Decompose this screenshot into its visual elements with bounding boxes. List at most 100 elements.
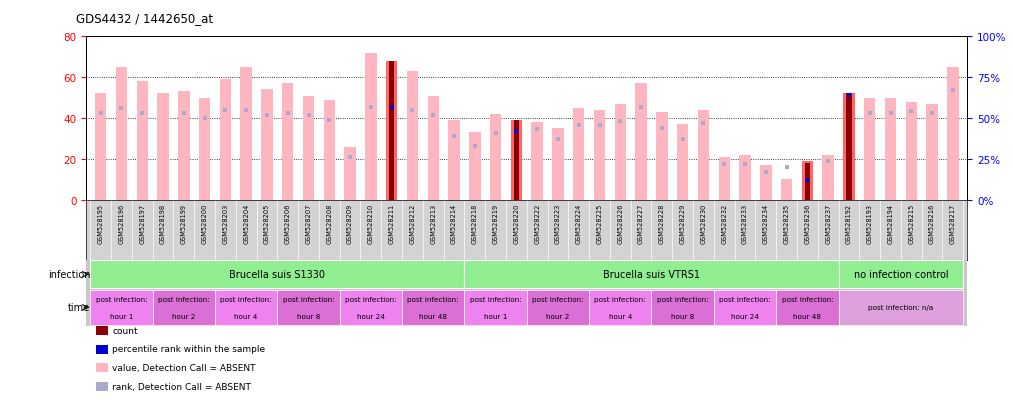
Bar bbox=[718, 157, 730, 200]
Text: GSM528217: GSM528217 bbox=[950, 203, 956, 243]
Bar bbox=[514, 121, 519, 200]
Text: GSM528218: GSM528218 bbox=[472, 203, 478, 243]
Bar bbox=[839, 261, 963, 289]
Text: post infection:: post infection: bbox=[532, 297, 583, 302]
Bar bbox=[760, 166, 772, 200]
Bar bbox=[90, 261, 464, 289]
Text: hour 48: hour 48 bbox=[793, 313, 822, 319]
Text: hour 48: hour 48 bbox=[419, 313, 447, 319]
Bar bbox=[427, 96, 439, 200]
Text: post infection:: post infection: bbox=[158, 297, 210, 302]
Text: GSM528209: GSM528209 bbox=[347, 203, 354, 243]
Text: GSM528236: GSM528236 bbox=[804, 203, 810, 243]
Text: post infection:: post infection: bbox=[719, 297, 771, 302]
Bar bbox=[323, 100, 335, 200]
Text: value, Detection Call = ABSENT: value, Detection Call = ABSENT bbox=[112, 363, 256, 372]
Bar bbox=[464, 261, 839, 289]
Bar bbox=[490, 115, 501, 200]
Text: count: count bbox=[112, 326, 138, 335]
Text: post infection:: post infection: bbox=[283, 297, 334, 302]
Text: GSM528223: GSM528223 bbox=[555, 203, 561, 243]
Bar bbox=[449, 121, 460, 200]
Text: hour 24: hour 24 bbox=[357, 313, 385, 319]
Bar bbox=[801, 161, 813, 200]
Bar bbox=[594, 111, 605, 200]
Bar bbox=[864, 98, 875, 200]
Bar bbox=[843, 94, 855, 200]
Text: GSM528213: GSM528213 bbox=[431, 203, 437, 243]
Text: GSM528196: GSM528196 bbox=[119, 203, 125, 243]
Bar bbox=[698, 111, 709, 200]
Text: post infection: n/a: post infection: n/a bbox=[868, 305, 934, 311]
Bar bbox=[804, 164, 810, 200]
Bar bbox=[527, 290, 590, 325]
Text: GSM528216: GSM528216 bbox=[929, 203, 935, 243]
Text: GSM528228: GSM528228 bbox=[658, 203, 665, 244]
Text: Brucella suis S1330: Brucella suis S1330 bbox=[229, 270, 325, 280]
Text: percentile rank within the sample: percentile rank within the sample bbox=[112, 344, 265, 354]
Text: GDS4432 / 1442650_at: GDS4432 / 1442650_at bbox=[76, 12, 213, 25]
Bar bbox=[906, 102, 917, 200]
Bar bbox=[240, 68, 252, 200]
Text: GSM528206: GSM528206 bbox=[285, 203, 291, 244]
Text: GSM528204: GSM528204 bbox=[243, 203, 249, 244]
Text: GSM528200: GSM528200 bbox=[202, 203, 208, 244]
Text: GSM528207: GSM528207 bbox=[306, 203, 312, 244]
Text: post infection:: post infection: bbox=[407, 297, 459, 302]
Bar bbox=[199, 98, 211, 200]
Bar bbox=[220, 80, 231, 200]
Text: GSM528225: GSM528225 bbox=[597, 203, 603, 244]
Bar bbox=[926, 104, 938, 200]
Text: GSM528211: GSM528211 bbox=[389, 203, 395, 243]
Text: post infection:: post infection: bbox=[595, 297, 646, 302]
Text: hour 24: hour 24 bbox=[731, 313, 759, 319]
Text: hour 8: hour 8 bbox=[671, 313, 694, 319]
Bar bbox=[714, 290, 776, 325]
Bar bbox=[590, 290, 651, 325]
Text: GSM528222: GSM528222 bbox=[534, 203, 540, 244]
Text: GSM528194: GSM528194 bbox=[887, 203, 893, 243]
Bar bbox=[386, 62, 397, 200]
Text: time: time bbox=[68, 303, 90, 313]
Bar bbox=[532, 123, 543, 200]
Bar bbox=[552, 129, 563, 200]
Text: GSM528232: GSM528232 bbox=[721, 203, 727, 243]
Bar bbox=[137, 82, 148, 200]
Bar bbox=[215, 290, 278, 325]
Text: post infection:: post infection: bbox=[782, 297, 833, 302]
Bar bbox=[153, 290, 215, 325]
Text: GSM528229: GSM528229 bbox=[680, 203, 686, 243]
Bar bbox=[282, 84, 294, 200]
Text: GSM528197: GSM528197 bbox=[139, 203, 145, 243]
Bar bbox=[511, 121, 522, 200]
Text: GSM528227: GSM528227 bbox=[638, 203, 644, 244]
Bar bbox=[839, 290, 963, 325]
Text: GSM528215: GSM528215 bbox=[909, 203, 915, 243]
Bar bbox=[178, 92, 189, 200]
Bar bbox=[261, 90, 272, 200]
Bar bbox=[739, 155, 751, 200]
Text: GSM528233: GSM528233 bbox=[742, 203, 748, 243]
Text: GSM528199: GSM528199 bbox=[180, 203, 186, 243]
Text: GSM528205: GSM528205 bbox=[264, 203, 269, 244]
Text: infection: infection bbox=[48, 270, 90, 280]
Text: GSM528195: GSM528195 bbox=[97, 203, 103, 243]
Text: hour 1: hour 1 bbox=[109, 313, 133, 319]
Bar bbox=[635, 84, 646, 200]
Text: post infection:: post infection: bbox=[95, 297, 147, 302]
Text: GSM528208: GSM528208 bbox=[326, 203, 332, 244]
Text: hour 2: hour 2 bbox=[172, 313, 196, 319]
Text: GSM528235: GSM528235 bbox=[784, 203, 789, 243]
Bar bbox=[278, 290, 339, 325]
Text: post infection:: post infection: bbox=[656, 297, 708, 302]
Text: hour 2: hour 2 bbox=[546, 313, 569, 319]
Text: GSM528192: GSM528192 bbox=[846, 203, 852, 243]
Text: GSM528214: GSM528214 bbox=[451, 203, 457, 243]
Text: post infection:: post infection: bbox=[345, 297, 397, 302]
Text: Brucella suis VTRS1: Brucella suis VTRS1 bbox=[603, 270, 700, 280]
Bar bbox=[90, 290, 153, 325]
Text: GSM528224: GSM528224 bbox=[575, 203, 581, 244]
Bar bbox=[947, 68, 958, 200]
Text: GSM528219: GSM528219 bbox=[492, 203, 498, 243]
Text: post infection:: post infection: bbox=[470, 297, 522, 302]
